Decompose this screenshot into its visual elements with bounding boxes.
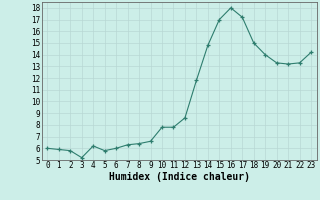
X-axis label: Humidex (Indice chaleur): Humidex (Indice chaleur): [109, 172, 250, 182]
